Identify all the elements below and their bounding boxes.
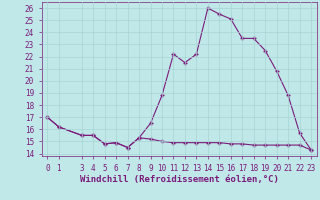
X-axis label: Windchill (Refroidissement éolien,°C): Windchill (Refroidissement éolien,°C): [80, 175, 279, 184]
